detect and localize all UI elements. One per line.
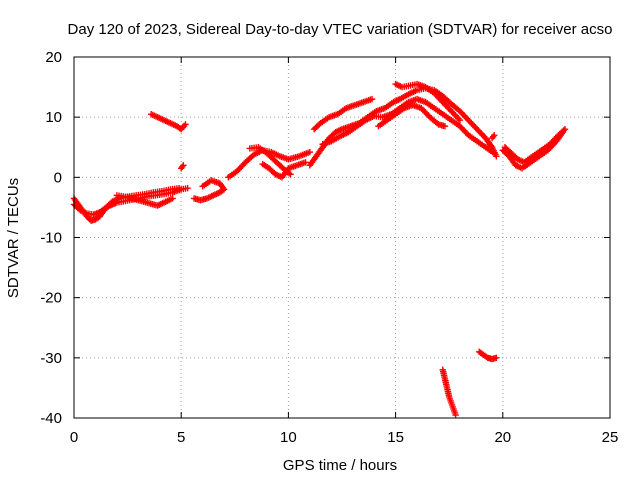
series-arc-l xyxy=(319,95,498,157)
data-point xyxy=(306,148,314,156)
data-point xyxy=(169,195,176,202)
y-axis-label: SDTVAR / TECUs xyxy=(5,178,22,298)
x-tick-label: 25 xyxy=(602,429,619,446)
series-arc-j xyxy=(306,85,500,169)
series-arc-r xyxy=(439,366,459,419)
series-arc-b xyxy=(70,184,183,218)
y-tick-label: -10 xyxy=(40,230,62,247)
series-arc-o xyxy=(488,132,498,142)
y-tick-label: -20 xyxy=(40,290,62,307)
y-tick-label: 0 xyxy=(54,169,62,186)
data-point xyxy=(182,121,189,128)
y-tick-label: -30 xyxy=(40,350,62,367)
data-point xyxy=(491,132,498,139)
axis-ticks: 0 5 10 15 20 25 -40 -30 -20 -10 0 10 20 xyxy=(40,49,618,446)
series-arc-m xyxy=(375,101,449,130)
series-arc-i xyxy=(259,159,309,181)
series-arc-f xyxy=(190,177,228,204)
data-point xyxy=(179,163,186,171)
y-tick-label: 10 xyxy=(45,109,62,126)
data-point xyxy=(184,184,191,192)
y-tick-label: 20 xyxy=(45,49,62,66)
x-tick-label: 10 xyxy=(280,429,297,446)
data-point xyxy=(287,171,294,178)
series-arc-d xyxy=(147,110,189,133)
chart-title: Day 120 of 2023, Sidereal Day-to-day VTE… xyxy=(68,21,613,38)
data-point xyxy=(489,133,497,140)
series-arc-n xyxy=(392,80,464,124)
series-arc-e xyxy=(178,162,187,172)
data-point xyxy=(456,116,464,124)
data-point xyxy=(493,354,500,362)
data-point xyxy=(302,159,309,166)
data-points xyxy=(70,80,569,419)
series-arc-s xyxy=(476,348,500,363)
data-point xyxy=(559,129,567,136)
data-point xyxy=(452,411,459,419)
data-point xyxy=(180,162,187,169)
series-arc-c xyxy=(113,192,176,209)
data-point xyxy=(483,353,490,361)
data-point xyxy=(491,150,498,157)
x-tick-label: 15 xyxy=(387,429,404,446)
x-tick-label: 5 xyxy=(177,429,185,446)
x-axis-label: GPS time / hours xyxy=(283,457,397,474)
data-point xyxy=(199,183,206,190)
x-tick-label: 0 xyxy=(70,429,78,446)
x-tick-label: 20 xyxy=(494,429,511,446)
data-point xyxy=(368,95,376,103)
series-arc-k xyxy=(310,95,376,133)
y-tick-label: -40 xyxy=(40,410,62,427)
data-point xyxy=(441,122,449,130)
data-point xyxy=(175,184,183,192)
series-arc-q xyxy=(499,129,567,172)
